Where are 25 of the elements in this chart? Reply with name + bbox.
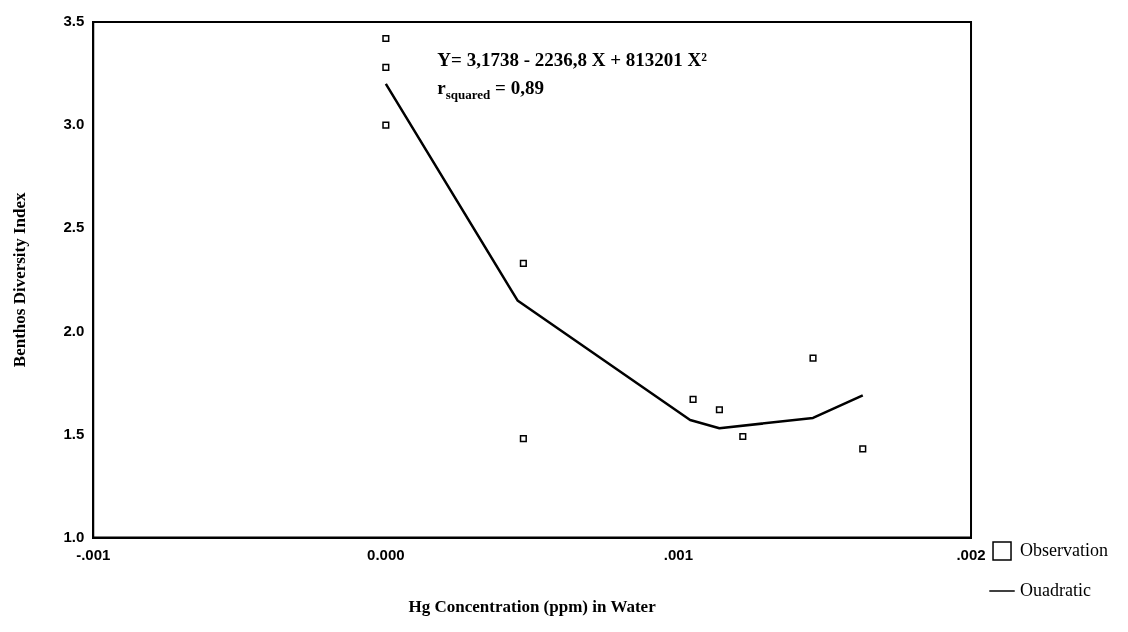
y-tick-label: 3.5 [63, 12, 85, 30]
point [519, 259, 527, 267]
point [519, 435, 527, 443]
x-tick-label: 0.000 [367, 545, 405, 563]
y-tick-label: 2.0 [63, 321, 85, 339]
y-tick-label: 3.0 [63, 115, 85, 133]
point [739, 432, 747, 441]
point [382, 34, 390, 43]
y-axis-title: Benthos Diversity Index [9, 191, 29, 368]
y-tick-label: 2.5 [63, 218, 85, 236]
point [715, 406, 723, 414]
x-tick-label: -.001 [76, 545, 111, 563]
legend-label: Ouadratic [1020, 579, 1091, 600]
x-tick-label: .002 [956, 545, 986, 563]
legend-label: Observation [1020, 539, 1109, 560]
x-axis-title: Hg Concentration (ppm) in Water [408, 597, 657, 617]
annotation: Y= 3,1738 - 2236,8 X + 813201 X² [437, 49, 708, 70]
point [859, 445, 867, 453]
y-tick-label: 1.0 [63, 527, 85, 545]
y-tick-label: 1.5 [63, 424, 85, 442]
point [382, 63, 390, 71]
point [809, 354, 817, 362]
point [382, 121, 390, 129]
x-tick-label: .001 [663, 545, 694, 563]
point [689, 395, 697, 403]
